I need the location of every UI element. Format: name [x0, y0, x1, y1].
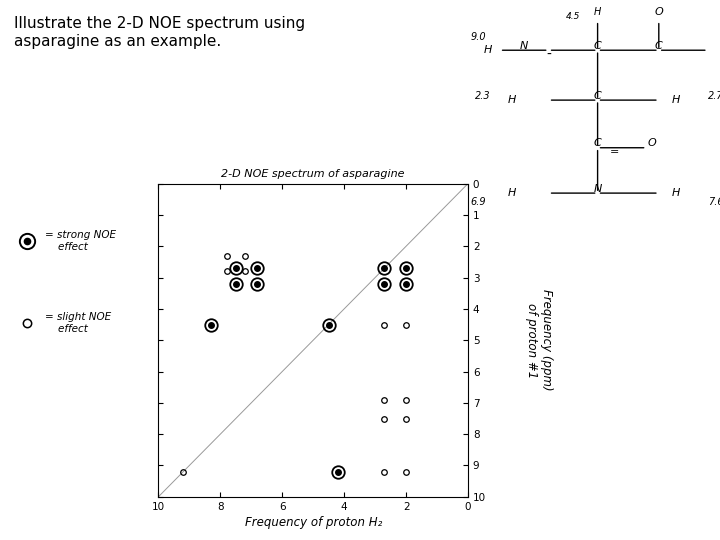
Text: H: H: [594, 6, 601, 17]
Text: O: O: [654, 6, 663, 17]
Text: C: C: [655, 40, 662, 51]
Text: H: H: [672, 95, 680, 105]
Y-axis label: Frequency (ppm)
of proton #1: Frequency (ppm) of proton #1: [525, 289, 553, 391]
Text: 7.6: 7.6: [708, 197, 720, 207]
Text: 2.7: 2.7: [708, 91, 720, 100]
Text: C: C: [594, 40, 601, 51]
Text: H: H: [672, 188, 680, 198]
Text: H: H: [483, 45, 492, 55]
Text: 2.3: 2.3: [475, 91, 491, 100]
Text: H: H: [508, 188, 516, 198]
Text: C: C: [594, 91, 601, 100]
Text: O: O: [647, 138, 656, 148]
Text: -: -: [546, 48, 551, 62]
Text: =: =: [610, 147, 619, 157]
Text: H: H: [508, 95, 516, 105]
X-axis label: Frequency of proton H₂: Frequency of proton H₂: [245, 516, 382, 529]
Text: Illustrate the 2-D NOE spectrum using
asparagine as an example.: Illustrate the 2-D NOE spectrum using as…: [14, 16, 305, 49]
Text: N: N: [593, 184, 602, 193]
Text: = slight NOE
    effect: = slight NOE effect: [45, 312, 112, 334]
Title: 2-D NOE spectrum of asparagine: 2-D NOE spectrum of asparagine: [222, 168, 405, 179]
Text: = strong NOE
    effect: = strong NOE effect: [45, 230, 117, 252]
Text: N: N: [520, 40, 528, 51]
Text: 6.9: 6.9: [470, 197, 486, 207]
Text: C: C: [594, 138, 601, 148]
Text: 4.5: 4.5: [566, 12, 580, 21]
Text: 9.0: 9.0: [470, 32, 486, 42]
